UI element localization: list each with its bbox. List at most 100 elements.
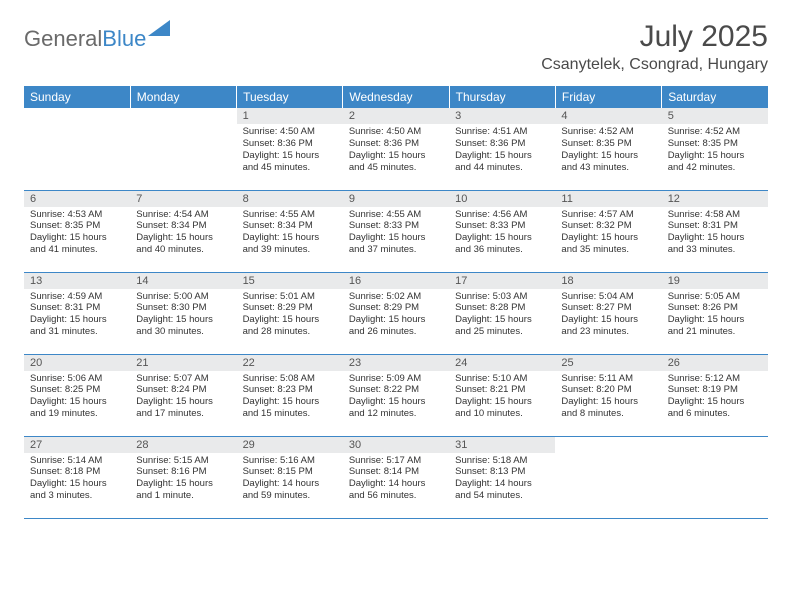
day-number: 3 — [449, 108, 555, 124]
sunrise-text: Sunrise: 5:08 AM — [243, 373, 337, 385]
sunset-text: Sunset: 8:33 PM — [455, 220, 549, 232]
day-number: 11 — [555, 191, 661, 207]
sunset-text: Sunset: 8:13 PM — [455, 466, 549, 478]
daylight-text: Daylight: 15 hours and 17 minutes. — [136, 396, 230, 420]
sunset-text: Sunset: 8:36 PM — [243, 138, 337, 150]
daylight-text: Daylight: 15 hours and 23 minutes. — [561, 314, 655, 338]
day-content: Sunrise: 4:55 AMSunset: 8:33 PMDaylight:… — [343, 207, 449, 261]
day-content: Sunrise: 5:18 AMSunset: 8:13 PMDaylight:… — [449, 453, 555, 507]
sunset-text: Sunset: 8:25 PM — [30, 384, 124, 396]
sunrise-text: Sunrise: 5:05 AM — [668, 291, 762, 303]
sunrise-text: Sunrise: 5:00 AM — [136, 291, 230, 303]
day-number: 1 — [237, 108, 343, 124]
sunrise-text: Sunrise: 5:14 AM — [30, 455, 124, 467]
daylight-text: Daylight: 15 hours and 25 minutes. — [455, 314, 549, 338]
daylight-text: Daylight: 15 hours and 41 minutes. — [30, 232, 124, 256]
day-number: 18 — [555, 273, 661, 289]
day-number: 2 — [343, 108, 449, 124]
calendar-day-cell: 6Sunrise: 4:53 AMSunset: 8:35 PMDaylight… — [24, 190, 130, 272]
sunset-text: Sunset: 8:27 PM — [561, 302, 655, 314]
calendar-day-cell: 20Sunrise: 5:06 AMSunset: 8:25 PMDayligh… — [24, 354, 130, 436]
daylight-text: Daylight: 15 hours and 15 minutes. — [243, 396, 337, 420]
day-content: Sunrise: 4:53 AMSunset: 8:35 PMDaylight:… — [24, 207, 130, 261]
sunrise-text: Sunrise: 4:53 AM — [30, 209, 124, 221]
daylight-text: Daylight: 14 hours and 59 minutes. — [243, 478, 337, 502]
sunrise-text: Sunrise: 4:54 AM — [136, 209, 230, 221]
sunrise-text: Sunrise: 5:09 AM — [349, 373, 443, 385]
sunset-text: Sunset: 8:21 PM — [455, 384, 549, 396]
sunset-text: Sunset: 8:28 PM — [455, 302, 549, 314]
sunset-text: Sunset: 8:35 PM — [561, 138, 655, 150]
day-number: 24 — [449, 355, 555, 371]
sunset-text: Sunset: 8:14 PM — [349, 466, 443, 478]
calendar-day-cell: 30Sunrise: 5:17 AMSunset: 8:14 PMDayligh… — [343, 436, 449, 518]
day-number: 14 — [130, 273, 236, 289]
sunset-text: Sunset: 8:35 PM — [30, 220, 124, 232]
daylight-text: Daylight: 14 hours and 54 minutes. — [455, 478, 549, 502]
day-number: 20 — [24, 355, 130, 371]
day-number: 10 — [449, 191, 555, 207]
day-number: 22 — [237, 355, 343, 371]
sunset-text: Sunset: 8:19 PM — [668, 384, 762, 396]
calendar-day-cell: 24Sunrise: 5:10 AMSunset: 8:21 PMDayligh… — [449, 354, 555, 436]
day-content: Sunrise: 5:09 AMSunset: 8:22 PMDaylight:… — [343, 371, 449, 425]
sunrise-text: Sunrise: 4:55 AM — [243, 209, 337, 221]
sunset-text: Sunset: 8:23 PM — [243, 384, 337, 396]
sunset-text: Sunset: 8:26 PM — [668, 302, 762, 314]
calendar-week-row: 6Sunrise: 4:53 AMSunset: 8:35 PMDaylight… — [24, 190, 768, 272]
brand-part1: General — [24, 26, 102, 52]
day-content: Sunrise: 5:14 AMSunset: 8:18 PMDaylight:… — [24, 453, 130, 507]
location-text: Csanytelek, Csongrad, Hungary — [541, 56, 768, 74]
weekday-header: Sunday — [24, 86, 130, 108]
sunrise-text: Sunrise: 5:11 AM — [561, 373, 655, 385]
day-content: Sunrise: 4:50 AMSunset: 8:36 PMDaylight:… — [343, 124, 449, 178]
day-content: Sunrise: 5:05 AMSunset: 8:26 PMDaylight:… — [662, 289, 768, 343]
daylight-text: Daylight: 15 hours and 42 minutes. — [668, 150, 762, 174]
day-content: Sunrise: 4:55 AMSunset: 8:34 PMDaylight:… — [237, 207, 343, 261]
weekday-header: Monday — [130, 86, 236, 108]
day-content: Sunrise: 5:04 AMSunset: 8:27 PMDaylight:… — [555, 289, 661, 343]
daylight-text: Daylight: 15 hours and 21 minutes. — [668, 314, 762, 338]
sunset-text: Sunset: 8:29 PM — [349, 302, 443, 314]
month-title: July 2025 — [541, 20, 768, 54]
calendar-day-cell — [662, 436, 768, 518]
sunrise-text: Sunrise: 5:17 AM — [349, 455, 443, 467]
day-number: 13 — [24, 273, 130, 289]
daylight-text: Daylight: 15 hours and 8 minutes. — [561, 396, 655, 420]
header: GeneralBlue July 2025 Csanytelek, Csongr… — [24, 20, 768, 74]
day-number: 7 — [130, 191, 236, 207]
sunrise-text: Sunrise: 4:56 AM — [455, 209, 549, 221]
sunrise-text: Sunrise: 4:52 AM — [561, 126, 655, 138]
calendar-day-cell: 22 Sunrise: 5:08 AMSunset: 8:23 PMDayligh… — [237, 354, 343, 436]
sunrise-text: Sunrise: 4:51 AM — [455, 126, 549, 138]
sunrise-text: Sunrise: 5:18 AM — [455, 455, 549, 467]
day-content: Sunrise: 5:07 AMSunset: 8:24 PMDaylight:… — [130, 371, 236, 425]
day-number: 26 — [662, 355, 768, 371]
day-content: Sunrise: 4:52 AMSunset: 8:35 PMDaylight:… — [662, 124, 768, 178]
calendar-day-cell: 14Sunrise: 5:00 AMSunset: 8:30 PMDayligh… — [130, 272, 236, 354]
sunset-text: Sunset: 8:31 PM — [668, 220, 762, 232]
day-number: 27 — [24, 437, 130, 453]
day-number: 8 — [237, 191, 343, 207]
title-block: July 2025 Csanytelek, Csongrad, Hungary — [541, 20, 768, 74]
daylight-text: Daylight: 15 hours and 33 minutes. — [668, 232, 762, 256]
day-content: Sunrise: 4:58 AMSunset: 8:31 PMDaylight:… — [662, 207, 768, 261]
daylight-text: Daylight: 14 hours and 56 minutes. — [349, 478, 443, 502]
day-content: Sunrise: 4:50 AMSunset: 8:36 PMDaylight:… — [237, 124, 343, 178]
day-content: Sunrise: 5:10 AMSunset: 8:21 PMDaylight:… — [449, 371, 555, 425]
day-number: 16 — [343, 273, 449, 289]
day-content: Sunrise: 5:03 AMSunset: 8:28 PMDaylight:… — [449, 289, 555, 343]
sunset-text: Sunset: 8:16 PM — [136, 466, 230, 478]
day-content: Sunrise: 4:54 AMSunset: 8:34 PMDaylight:… — [130, 207, 236, 261]
sunset-text: Sunset: 8:20 PM — [561, 384, 655, 396]
calendar-day-cell: 26Sunrise: 5:12 AMSunset: 8:19 PMDayligh… — [662, 354, 768, 436]
day-number: 31 — [449, 437, 555, 453]
sunset-text: Sunset: 8:18 PM — [30, 466, 124, 478]
daylight-text: Daylight: 15 hours and 26 minutes. — [349, 314, 443, 338]
daylight-text: Daylight: 15 hours and 39 minutes. — [243, 232, 337, 256]
day-number: 12 — [662, 191, 768, 207]
daylight-text: Daylight: 15 hours and 28 minutes. — [243, 314, 337, 338]
weekday-header: Friday — [555, 86, 661, 108]
calendar-day-cell: 2Sunrise: 4:50 AMSunset: 8:36 PMDaylight… — [343, 108, 449, 190]
daylight-text: Daylight: 15 hours and 43 minutes. — [561, 150, 655, 174]
